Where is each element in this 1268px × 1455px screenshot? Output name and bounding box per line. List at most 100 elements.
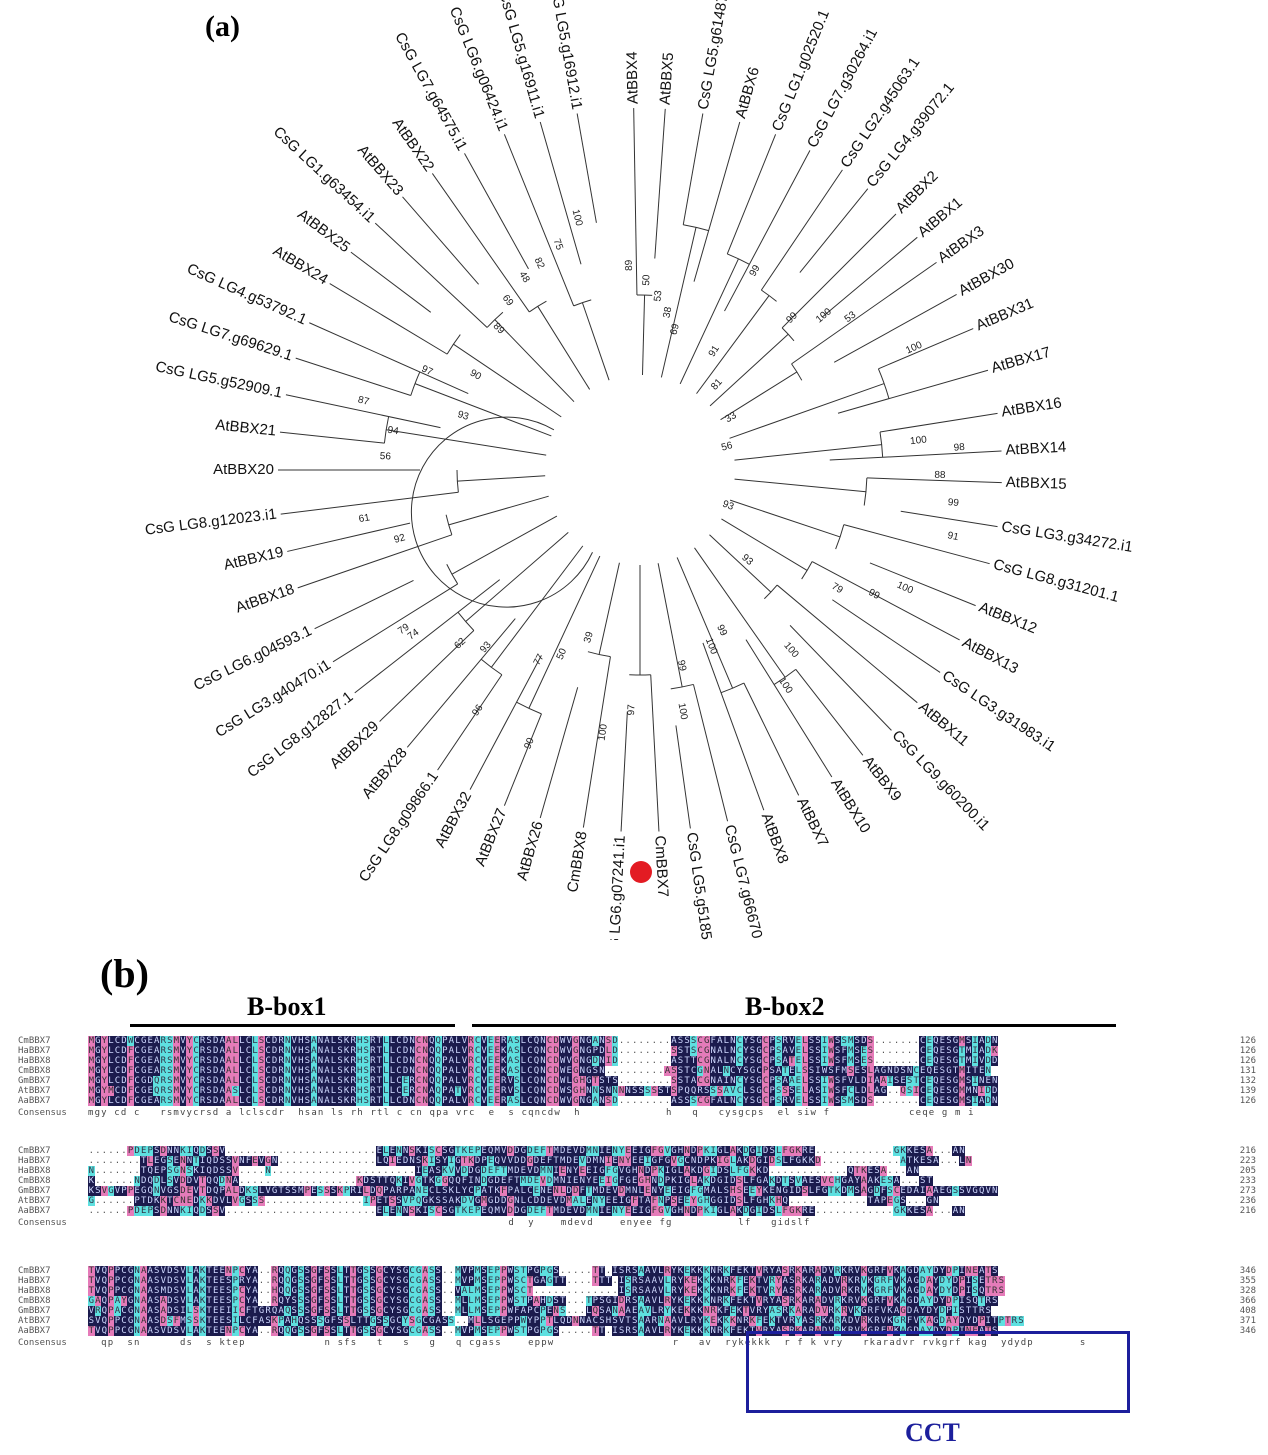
bootstrap-value: 69 [669,322,682,336]
sequence-name: AtBBX7 [18,1316,51,1326]
tree-branch [692,684,729,822]
bbox1-label: B-box1 [247,992,327,1021]
tree-internal-branch [709,333,789,407]
sequence-position: 346 [1239,1326,1256,1336]
alignment-row: GmBBX7 MGYLCDFCGDQRSMVYCRSDAALLCLSCDRNVHS… [18,1076,1258,1086]
sequence-position: 366 [1239,1296,1256,1306]
sequence-residues: TVQPPCGNAASMDSVLAKTEESPCYA..HQQGSSGFSSLT… [88,1286,1005,1296]
sequence-position: 346 [1239,1266,1256,1276]
tree-branch [682,113,704,225]
tree-internal-branch [448,495,549,526]
tree-leaf-label: CsG LG8.g12023.i1 [144,506,278,539]
tree-internal-branch [641,295,646,376]
bootstrap-value: 53 [652,289,664,302]
bootstrap-value: 61 [358,512,371,525]
tree-branch [832,599,941,673]
bootstrap-value: 100 [895,580,915,597]
tree-leaf-label: AtBBX21 [215,416,277,439]
tree-branch [354,579,501,694]
bootstrap-value: 93 [456,409,470,423]
tree-leaf-label: AtBBX18 [233,581,296,617]
tree-leaf-label: AtBBX11 [915,698,972,749]
tree-leaf-label: CsG LG5.g16912.i1 [546,0,586,111]
bootstrap-value: 77 [532,652,547,667]
tree-branch [402,196,479,285]
tree-leaf-label: AtBBX29 [327,718,383,773]
bootstrap-value: 88 [934,470,946,481]
tree-branch [582,656,611,828]
tree-leaf-label: CsG LG5.g61487.i1 [695,0,735,111]
alignment-row: HaBBX8 TVQPPCGNAASMDSVLAKTEESPCYA..HQQGSS… [18,1286,1258,1296]
tree-branch [650,674,660,832]
alignment-row: GmBBX7 KSVGVPPEGQNVGSDEVTDQPALDKSLVGTSSMP… [18,1186,1258,1196]
tree-branch [469,655,542,790]
tree-leaf-label: CmBBX7 [651,835,671,897]
tree-leaf-label: CsG LG7.g69629.1 [167,308,295,364]
bootstrap-value: 50 [641,274,652,286]
alignment-row: CmBBX8 GAQPAYGNAASADSVLAKTEESPCYA..RQYSSS… [18,1296,1258,1306]
bootstrap-value: 33 [723,410,739,425]
alignment-row: AtBBX7 G......PTDKKTCNEDKKDVLVGSSS.......… [18,1196,1258,1206]
tree-branch [726,134,777,255]
sequence-position: 233 [1239,1176,1256,1186]
sequence-alignment: CmBBX7 MGYLCDWCGEARSMVYCRSDAALLCLSCDRNVHS… [18,1036,1258,1416]
bootstrap-value: 94 [387,425,400,438]
bootstrap-value: 90 [468,368,484,383]
tree-leaf-label: CsG LG9.g60200.i1 [889,727,993,834]
sequence-name: AaBBX7 [18,1326,51,1336]
sequence-position: 371 [1239,1316,1256,1326]
tree-branch [829,450,1002,461]
bootstrap-value: 82 [532,256,547,271]
tree-branch [314,580,414,630]
bootstrap-value: 99 [947,497,960,509]
tree-internal-branch [676,557,734,689]
sequence-residues: ......PDEPSDNNKIQDSSV...................… [88,1146,966,1156]
alignment-row: CmBBX8 K......NDQDLSVDDVTQQDNA...........… [18,1176,1258,1186]
tree-leaf-label: AtBBX12 [976,599,1039,638]
tree-branch [654,108,666,259]
alignment-row: AaBBX7 MGYLCDFCGEARSMVYCRSDAALLCLSCDRNVHS… [18,1096,1258,1106]
tree-branch [576,113,597,223]
sequence-name: HaBBX8 [18,1166,51,1176]
tree-internal-branch [490,545,584,668]
tree-internal-branch [598,562,620,655]
tree-branch [287,522,411,552]
tree-leaf-label: CsG LG5.g51853.i1 [683,831,718,940]
tree-leaf-label: AtBBX13 [959,634,1021,678]
sequence-name: CmBBX7 [18,1266,51,1276]
bootstrap-value: 99 [866,587,881,602]
tree-branch [503,713,542,806]
tree-leaf-label: AtBBX23 [354,142,407,199]
consensus-row: Consensus qp sn ds s ktep n sfs t s g q … [18,1338,1258,1348]
tree-branch [833,294,957,363]
sequence-name: AtBBX7 [18,1196,51,1206]
sequence-residues: KSVGVPPEGQNVGSDEVTDQPALDKSLVGTSSMPESSSKP… [88,1186,999,1196]
sequence-residues: qp sn ds s ktep n sfs t s g q cgass eppw… [88,1338,1087,1348]
tree-branch [633,108,638,296]
sequence-name: AtBBX7 [18,1086,51,1096]
tree-clade-arc [446,334,461,355]
tree-leaf-label: AtBBX27 [472,806,511,869]
sequence-position: 328 [1239,1286,1256,1296]
sequence-name: CmBBX8 [18,1176,51,1186]
tree-branch [539,687,579,819]
sequence-position: 126 [1239,1096,1256,1106]
tree-internal-branch [694,547,786,678]
sequence-name: CmBBX8 [18,1296,51,1306]
sequence-residues: ......PDEPSDNNKIQDSSV...................… [88,1206,966,1216]
panel-b-label: (b) [100,951,149,996]
tree-branch [620,711,628,832]
tree-branch [837,369,989,414]
tree-leaf-label: AtBBX25 [294,206,353,256]
tree-branch [724,150,811,312]
alignment-row: HaBBX8 MGYLCDFCGEARSMVYCRSDAALLCLSCDRNVHS… [18,1056,1258,1066]
tree-branch [279,431,385,444]
tree-leaf-label: AtBBX24 [270,242,331,288]
bootstrap-value: 69 [500,293,516,309]
sequence-residues: G......PTDKKTCNEDKKDVLVGSSS.............… [88,1196,940,1206]
tree-branch [781,213,897,329]
sequence-position: 139 [1239,1086,1256,1096]
bootstrap-value: 100 [814,306,834,325]
tree-internal-branch [720,371,798,421]
tree-leaf-label: CmBBX8 [564,830,590,894]
